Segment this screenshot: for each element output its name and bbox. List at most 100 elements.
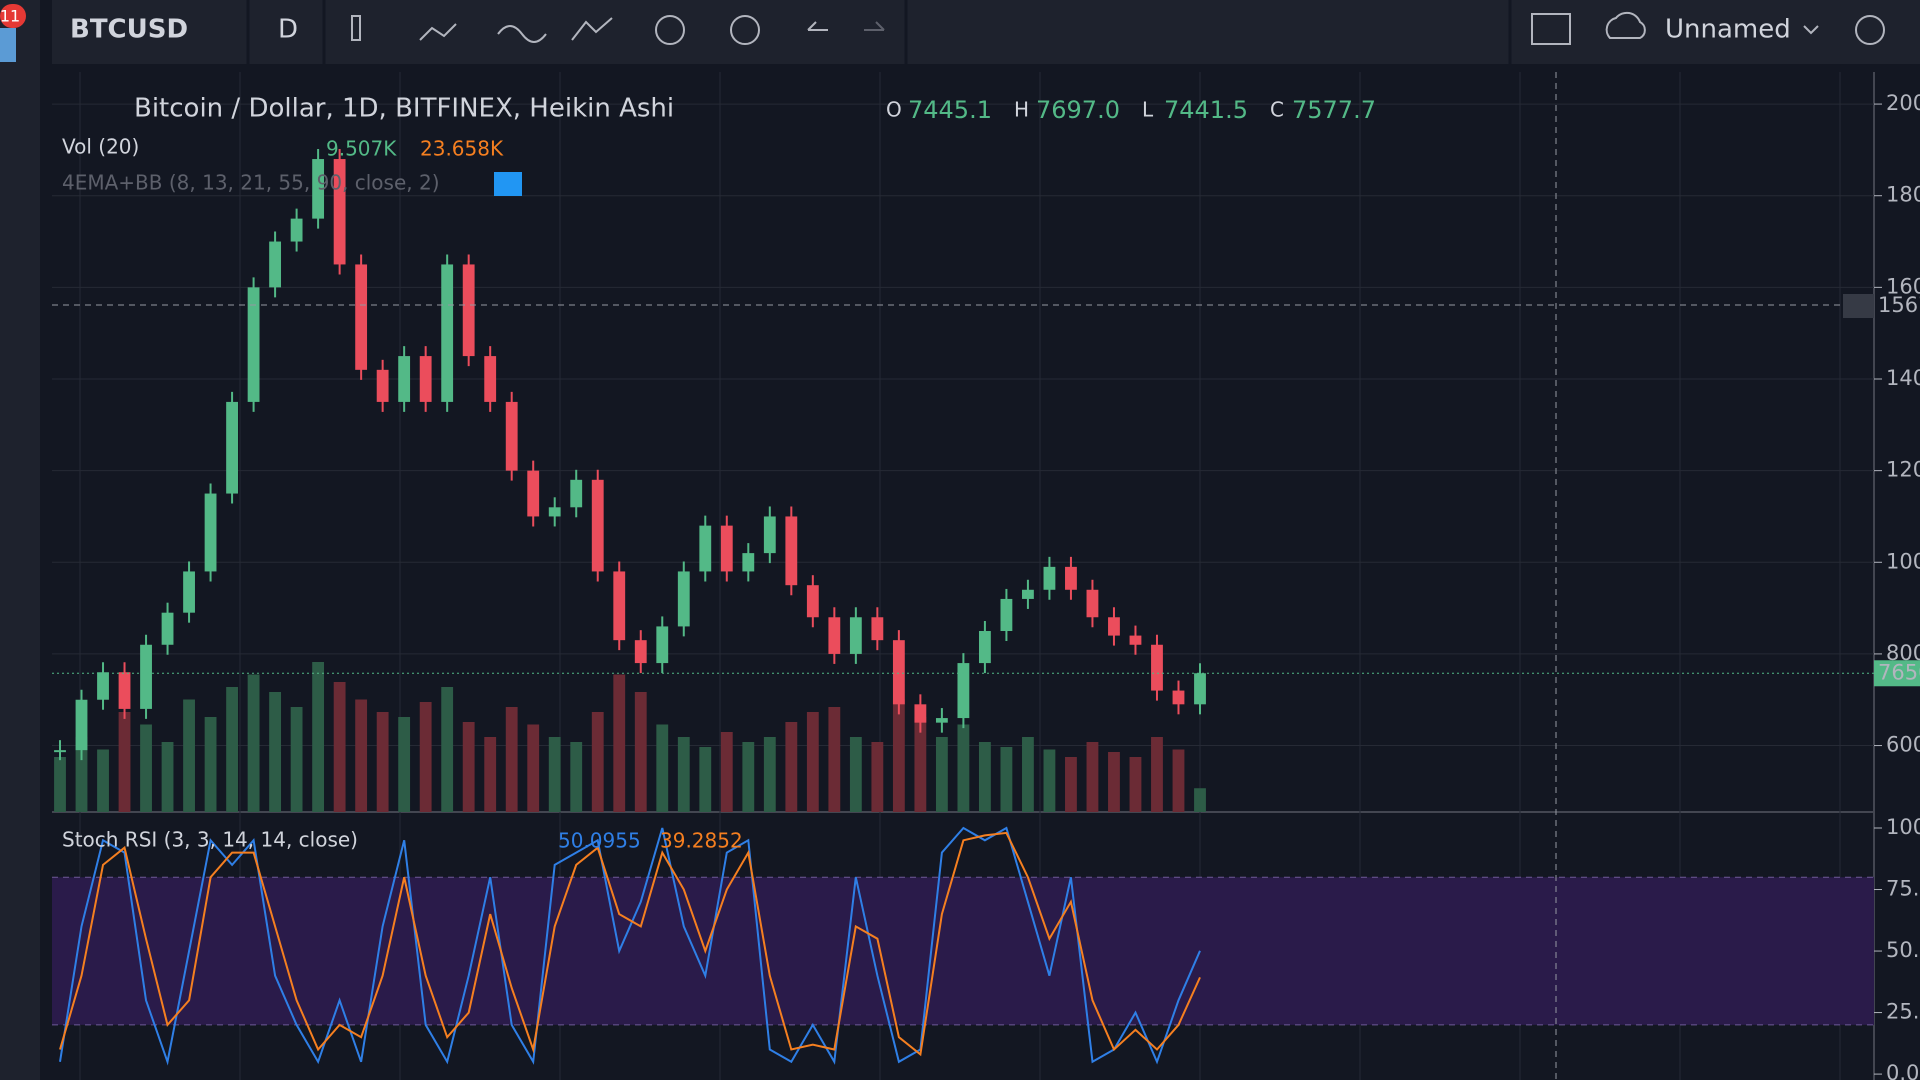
volume-bar (1043, 749, 1056, 812)
marks (54, 149, 1206, 1066)
candle (978, 631, 991, 664)
crosshair-plus[interactable] (1843, 294, 1874, 318)
settings-icon[interactable] (1855, 15, 1885, 45)
volume-bar (183, 699, 195, 812)
volume-bar (226, 687, 238, 812)
candle (1065, 566, 1077, 590)
layout-name[interactable]: Unnamed (1665, 15, 1791, 45)
volume-bar (1086, 742, 1099, 812)
volume-bar (376, 712, 389, 812)
volume-bar (54, 757, 66, 812)
candle (548, 507, 561, 517)
undo-icon[interactable] (807, 21, 828, 31)
volume-bar (591, 712, 604, 812)
volume-bar (97, 749, 109, 812)
volume-ma-value: 23.658K (420, 137, 504, 161)
candle (742, 553, 755, 572)
candle (1194, 673, 1206, 705)
candle (527, 470, 540, 517)
candle (1000, 598, 1013, 632)
candle (333, 159, 346, 265)
volume-bar (441, 687, 454, 812)
volume-bar (118, 712, 131, 812)
volume-bar (1129, 757, 1142, 812)
volume-bar (677, 737, 690, 812)
ohlc-name: O (886, 98, 902, 122)
candle (290, 218, 303, 242)
candle (1129, 635, 1142, 645)
candle (419, 356, 432, 402)
volume-bar (1151, 737, 1163, 812)
stoch-line (59, 831, 1201, 1057)
ohlc-name: C (1270, 98, 1284, 122)
candle (484, 356, 497, 402)
candle (613, 571, 626, 641)
volume-bar (1065, 757, 1077, 812)
volume-bar (269, 692, 282, 812)
candle-style-icon[interactable] (351, 15, 361, 41)
compare-icon[interactable] (497, 25, 547, 43)
y-tick-label: 75.00 (1886, 877, 1920, 901)
templates-icon[interactable] (571, 17, 613, 41)
cloud-icon[interactable] (1605, 11, 1646, 39)
volume-bar (613, 674, 626, 812)
indicators-icon[interactable] (419, 23, 457, 41)
volume-bar (75, 737, 88, 812)
volume-bar (419, 702, 432, 812)
ohlc-value: 7697.0 (1036, 96, 1120, 124)
candle (1172, 690, 1185, 705)
redo-icon[interactable] (864, 21, 885, 31)
candle (699, 525, 712, 572)
candle (462, 264, 475, 357)
symbol[interactable]: BTCUSD (70, 15, 188, 45)
last-price-tag (1874, 660, 1920, 687)
candle (892, 640, 905, 705)
candle (505, 401, 518, 471)
replay-icon[interactable] (730, 15, 760, 45)
candle (677, 571, 690, 627)
candle (957, 663, 970, 719)
volume-bar (548, 737, 561, 812)
candle (871, 617, 884, 641)
candle (1043, 566, 1056, 590)
candle (1151, 644, 1163, 691)
candle (849, 617, 862, 654)
y-tick-label: 18000 (1886, 183, 1920, 207)
notification-badge[interactable] (0, 4, 26, 28)
indicator-title: 4EMA+BB (8, 13, 21, 55, 90, close, 2) (62, 171, 440, 195)
ohlc-value: 7445.1 (908, 96, 992, 124)
volume-bar (1000, 747, 1013, 812)
visibility-toggle[interactable] (494, 172, 522, 196)
candle (269, 241, 282, 288)
candle (247, 287, 260, 402)
candle (441, 264, 454, 402)
notification-count: 11 (0, 7, 20, 26)
top-toolbar (52, 0, 1920, 64)
candle (118, 672, 131, 709)
y-tick-label: 0.00 (1886, 1061, 1920, 1080)
legend-k: 50.0955 (558, 829, 641, 853)
volume-bar (527, 724, 540, 812)
ohlc-name: H (1014, 98, 1029, 122)
alert-icon[interactable] (655, 15, 685, 45)
volume-bar (140, 724, 152, 812)
volume-bar (634, 692, 647, 812)
candle (1022, 589, 1034, 599)
layout-dropdown[interactable] (1803, 25, 1819, 35)
interval[interactable]: D (278, 15, 298, 45)
volume-bar (978, 742, 991, 812)
volume-bar (892, 699, 905, 812)
fullscreen-icon[interactable] (1531, 13, 1571, 45)
candle (806, 585, 819, 618)
tool-icon[interactable] (0, 28, 16, 62)
y-tick-label: 50.00 (1886, 938, 1920, 962)
overbought-band (52, 877, 1874, 1025)
volume-bar (161, 742, 174, 812)
candle (763, 516, 776, 554)
volume-bar (871, 742, 884, 812)
candle (54, 750, 66, 753)
y-tick-label: 12000 (1886, 458, 1920, 482)
